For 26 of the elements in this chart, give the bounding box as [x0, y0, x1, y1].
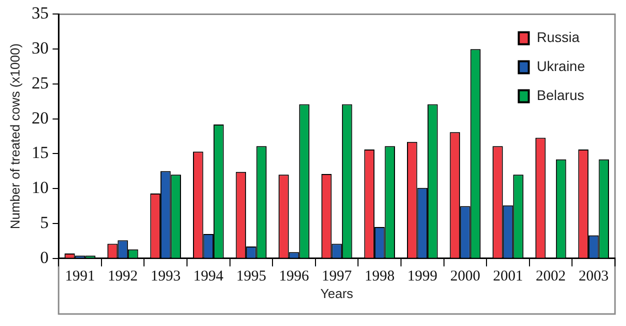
x-tick-label: 1993 [150, 268, 181, 284]
x-tick-label: 1997 [322, 268, 352, 284]
x-tick-label: 1998 [364, 268, 395, 284]
y-axis-title: Number of treated cows (x1000) [7, 43, 22, 230]
x-tick-label: 2000 [450, 268, 480, 284]
x-axis-title: Years [320, 286, 354, 301]
y-tick-label: 10 [32, 178, 49, 198]
y-tick-label: 5 [40, 212, 49, 232]
legend-label: Ukraine [536, 58, 586, 74]
legend-label: Belarus [536, 87, 584, 104]
y-tick-label: 20 [32, 108, 49, 128]
x-tick-label: 1995 [236, 268, 266, 284]
legend-label: Russia [536, 29, 580, 46]
x-tick-label: 1992 [108, 268, 138, 284]
x-tick-label: 1999 [407, 268, 438, 284]
x-tick-label: 1996 [279, 268, 310, 284]
x-tick-label: 1994 [193, 268, 224, 284]
y-tick-label: 35 [32, 4, 49, 23]
x-tick-label: 1991 [65, 268, 95, 284]
x-tick-label: 2003 [578, 268, 609, 284]
y-tick-label: 30 [32, 38, 49, 58]
y-tick-label: 25 [32, 73, 49, 92]
y-tick-label: 15 [32, 143, 49, 162]
y-tick-label: 0 [40, 248, 49, 267]
x-tick-label: 2001 [493, 268, 523, 284]
x-tick-label: 2002 [536, 268, 566, 284]
